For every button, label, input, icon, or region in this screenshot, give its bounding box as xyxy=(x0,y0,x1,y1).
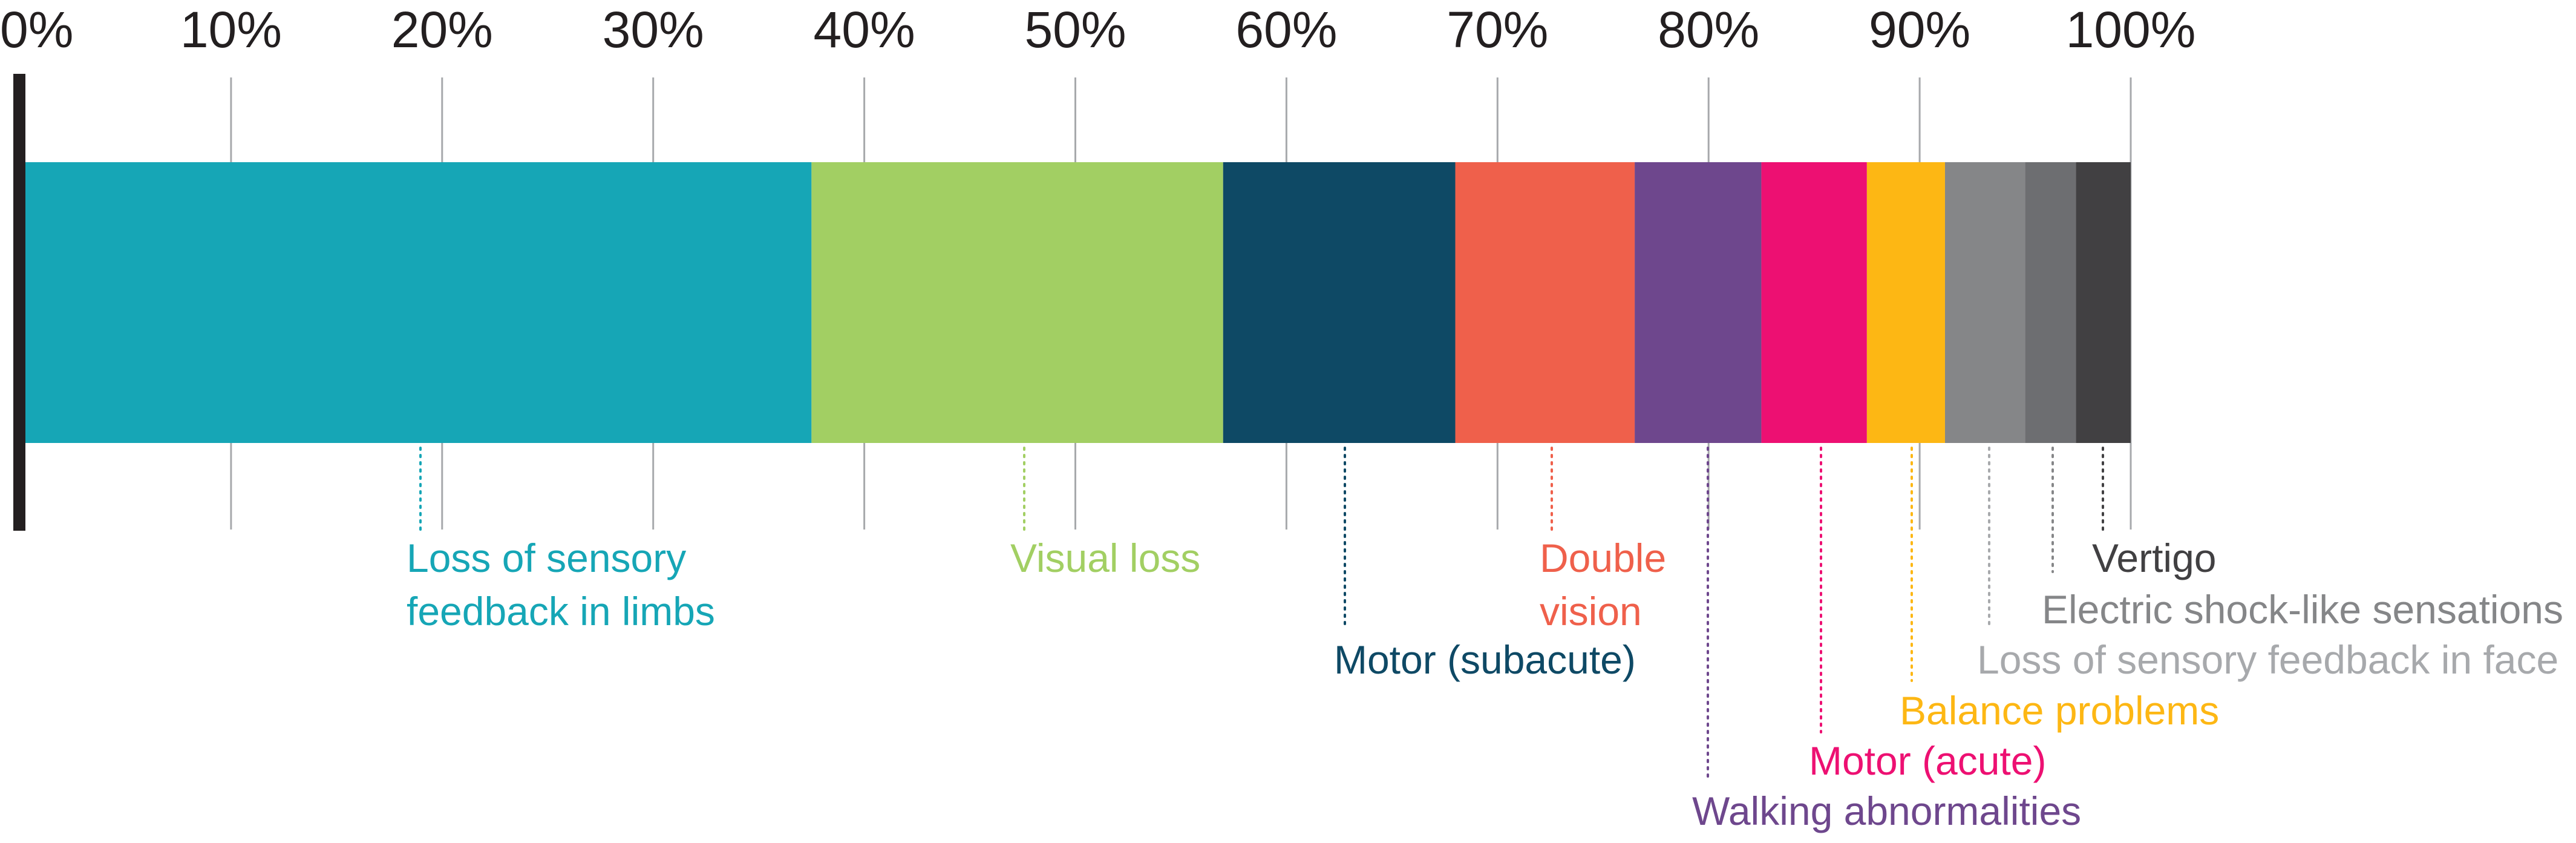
x-tick-label-20: 20% xyxy=(391,1,493,58)
x-tick-label-0: 0% xyxy=(0,1,73,58)
bar-segment-loss-of-sensory-feedback-in-limbs xyxy=(20,162,812,443)
x-tick-label-70: 70% xyxy=(1447,1,1548,58)
y-axis xyxy=(13,74,25,531)
x-tick-label-100: 100% xyxy=(2066,1,2196,58)
segment-labels: Loss of sensory feedback in limbs Visual l… xyxy=(407,536,2563,833)
segment-label-loss-of-sensory-feedback-in-limbs-line-1: Loss of sensory xyxy=(407,536,686,580)
segment-label-loss-of-sensory-feedback-in-face: Loss of sensory feedback in face xyxy=(1977,637,2558,682)
segment-label-double-vision-line-1: Double xyxy=(1540,536,1666,580)
segment-label-motor-subacute: Motor (subacute) xyxy=(1334,637,1636,682)
leader-lines xyxy=(419,447,2104,782)
segment-label-balance-problems: Balance problems xyxy=(1900,688,2219,733)
bar-segment-loss-of-sensory-feedback-in-face xyxy=(1944,162,2025,443)
bar-segment-walking-abnormalities xyxy=(1635,162,1762,443)
segment-label-electric-shock-like-sensations: Electric shock-like sensations xyxy=(2042,587,2563,632)
segment-label-double-vision-line-2: vision xyxy=(1540,589,1642,634)
segment-label-walking-abnormalities: Walking abnormalities xyxy=(1692,789,2081,833)
bar-segment-balance-problems xyxy=(1866,162,1945,443)
segment-label-visual-loss: Visual loss xyxy=(1010,536,1200,580)
axis-line xyxy=(13,74,25,531)
bar-segments xyxy=(20,162,2131,443)
x-tick-labels: 0% 10% 20% 30% 40% 50% 60% 70% 80% 90% 100% xyxy=(0,1,2195,58)
bar-segment-electric-shock-like-sensations xyxy=(2025,162,2076,443)
segment-label-vertigo: Vertigo xyxy=(2092,536,2216,580)
segment-label-loss-of-sensory-feedback-in-limbs-line-2: feedback in limbs xyxy=(407,589,715,634)
bar-segment-visual-loss xyxy=(811,162,1223,443)
x-tick-label-60: 60% xyxy=(1235,1,1337,58)
bar-segment-double-vision xyxy=(1455,162,1635,443)
segment-label-motor-acute: Motor (acute) xyxy=(1809,738,2046,783)
x-tick-label-80: 80% xyxy=(1658,1,1759,58)
bar-segment-motor-acute xyxy=(1761,162,1867,443)
bar-segment-motor-subacute xyxy=(1223,162,1456,443)
x-tick-label-90: 90% xyxy=(1869,1,1970,58)
x-tick-label-30: 30% xyxy=(603,1,704,58)
x-tick-label-40: 40% xyxy=(814,1,915,58)
bar-segment-vertigo xyxy=(2076,162,2131,443)
x-tick-label-10: 10% xyxy=(180,1,282,58)
x-tick-label-50: 50% xyxy=(1024,1,1126,58)
